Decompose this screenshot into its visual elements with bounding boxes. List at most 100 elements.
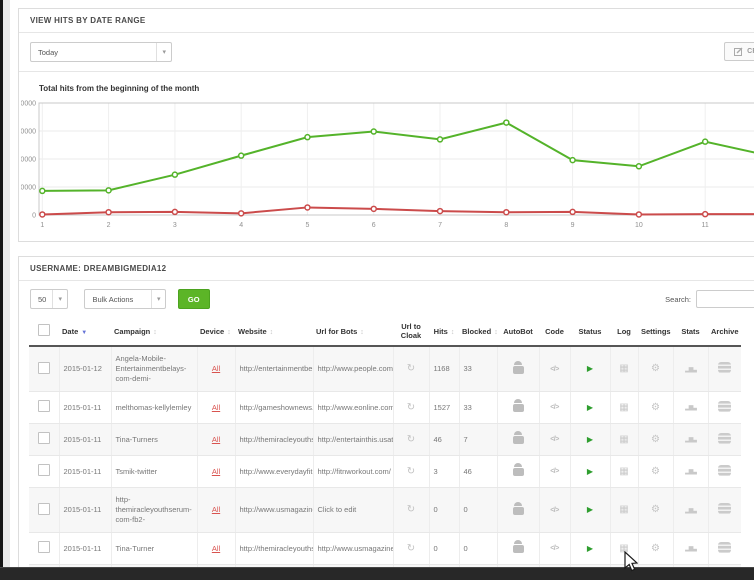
- device-all-link[interactable]: All: [211, 505, 221, 514]
- status-play-icon[interactable]: ▶: [586, 543, 594, 553]
- status-play-icon[interactable]: ▶: [586, 434, 594, 444]
- status-play-icon[interactable]: ▶: [586, 466, 594, 476]
- code-icon[interactable]: </>: [550, 436, 559, 443]
- col-header-url-to-cloak[interactable]: Url to Cloak: [393, 317, 429, 347]
- archive-stack-icon[interactable]: [718, 362, 732, 373]
- row-checkbox[interactable]: [37, 400, 50, 412]
- stats-chart-icon[interactable]: ▂▆▃: [685, 405, 697, 411]
- url-for-bots-cell[interactable]: http://fitnworkout.com/: [312, 455, 393, 488]
- svg-text:50000: 50000: [21, 185, 36, 192]
- select-all-checkbox[interactable]: [38, 324, 50, 336]
- settings-gear-icon[interactable]: ⚙: [651, 433, 660, 445]
- cloak-refresh-icon[interactable]: ↻: [406, 504, 416, 515]
- row-checkbox[interactable]: [37, 541, 50, 553]
- cloak-refresh-icon[interactable]: ↻: [406, 363, 416, 374]
- archive-stack-icon[interactable]: [718, 503, 732, 514]
- code-icon[interactable]: </>: [550, 506, 559, 514]
- go-button[interactable]: GO: [177, 289, 210, 309]
- row-checkbox[interactable]: [37, 361, 50, 374]
- row-checkbox[interactable]: [37, 502, 50, 515]
- svg-text:7: 7: [438, 222, 442, 229]
- website-cell[interactable]: http://www.everydayfitnes...: [234, 455, 313, 488]
- bulk-actions-select[interactable]: Bulk Actions ▾: [84, 289, 167, 309]
- blocked-cell: 33: [458, 391, 497, 424]
- autobot-android-icon[interactable]: [512, 431, 524, 445]
- device-all-link[interactable]: All: [211, 466, 221, 476]
- status-play-icon[interactable]: ▶: [586, 364, 594, 373]
- status-play-icon[interactable]: ▶: [586, 505, 594, 514]
- stats-chart-icon[interactable]: ▂▆▃: [685, 507, 697, 514]
- col-header-campaign[interactable]: Campaign ↕: [111, 317, 197, 347]
- cloak-refresh-icon[interactable]: ↻: [406, 465, 416, 477]
- status-play-icon[interactable]: ▶: [586, 402, 594, 412]
- archive-stack-icon[interactable]: [718, 432, 732, 444]
- settings-gear-icon[interactable]: ⚙: [651, 363, 660, 374]
- code-icon[interactable]: </>: [550, 365, 559, 373]
- cloak-refresh-icon[interactable]: ↻: [406, 542, 416, 554]
- autobot-android-icon[interactable]: [512, 360, 524, 375]
- log-calendar-icon[interactable]: ▦: [619, 542, 629, 554]
- website-cell[interactable]: http://gameshownews.net: [234, 391, 313, 424]
- cloak-refresh-icon[interactable]: ↻: [406, 433, 416, 445]
- settings-gear-icon[interactable]: ⚙: [651, 542, 660, 554]
- device-all-link[interactable]: All: [211, 402, 221, 412]
- log-calendar-icon[interactable]: ▦: [619, 465, 629, 477]
- blocked-cell: 46: [458, 455, 497, 488]
- autobot-android-icon[interactable]: [512, 399, 524, 413]
- campaign-cell: melthomas-kellylemley: [110, 391, 197, 424]
- url-for-bots-cell[interactable]: http://entertainthis.usatod...: [312, 423, 393, 456]
- hits-cell: 3: [428, 455, 459, 488]
- device-all-link[interactable]: All: [211, 434, 221, 444]
- log-calendar-icon[interactable]: ▦: [619, 504, 629, 515]
- url-for-bots-cell[interactable]: http://www.usmagazine.c...: [312, 532, 393, 565]
- device-all-link[interactable]: All: [211, 543, 221, 553]
- stats-chart-icon[interactable]: ▂▆▃: [685, 437, 697, 443]
- code-icon[interactable]: </>: [550, 545, 559, 552]
- log-calendar-icon[interactable]: ▦: [619, 433, 629, 445]
- code-icon[interactable]: </>: [550, 404, 559, 411]
- url-for-bots-cell[interactable]: http://www.eonline.com/n...: [312, 391, 393, 424]
- col-header-hits[interactable]: Hits ↕: [429, 317, 459, 347]
- website-cell[interactable]: http://www.usmagazine.c...: [234, 487, 313, 533]
- search-input[interactable]: [696, 290, 754, 308]
- col-header-website[interactable]: Website ↕: [235, 317, 313, 347]
- archive-stack-icon[interactable]: [718, 400, 732, 412]
- select-all-header: [29, 317, 59, 347]
- col-header-date[interactable]: Date ▼: [59, 317, 111, 347]
- autobot-android-icon[interactable]: [512, 463, 524, 477]
- create-new-campaign-button[interactable]: CREATE NEW CAMPAIGN: [724, 42, 754, 61]
- autobot-android-icon[interactable]: [512, 540, 524, 554]
- log-calendar-icon[interactable]: ▦: [619, 363, 629, 374]
- settings-gear-icon[interactable]: ⚙: [651, 465, 660, 477]
- website-cell[interactable]: http://themiracleyouthser...: [234, 423, 313, 456]
- table-row: 2015-01-12 Angela-Mobile-Entertainmentbe…: [29, 346, 741, 392]
- col-header-autobot: AutoBot: [497, 317, 539, 347]
- col-header-device[interactable]: Device ↕: [197, 317, 235, 347]
- device-all-link[interactable]: All: [211, 364, 221, 373]
- archive-stack-icon[interactable]: [718, 464, 732, 476]
- table-row: 2015-01-11 melthomas-kellylemley All htt…: [29, 391, 741, 424]
- date-range-select[interactable]: Today ▾: [30, 42, 172, 62]
- page-size-select[interactable]: 50 ▾: [30, 289, 68, 309]
- col-header-blocked[interactable]: Blocked ↕: [459, 317, 498, 347]
- url-for-bots-cell[interactable]: http://www.people.com/ar...: [312, 346, 393, 392]
- hits-cell: 1527: [428, 391, 459, 424]
- settings-gear-icon[interactable]: ⚙: [651, 504, 660, 515]
- code-icon[interactable]: </>: [550, 468, 559, 475]
- campaign-cell: Tina-Turner: [110, 532, 197, 565]
- cloak-refresh-icon[interactable]: ↻: [406, 401, 416, 413]
- url-for-bots-cell[interactable]: Click to edit: [312, 487, 393, 533]
- log-calendar-icon[interactable]: ▦: [619, 401, 629, 413]
- autobot-android-icon[interactable]: [512, 501, 524, 516]
- stats-chart-icon[interactable]: ▂▆▃: [685, 469, 697, 475]
- sort-icon: ↕: [269, 328, 274, 336]
- website-cell[interactable]: http://entertainmentbelays...: [234, 346, 313, 392]
- col-header-url-for-bots[interactable]: Url for Bots ↕: [313, 317, 393, 347]
- settings-gear-icon[interactable]: ⚙: [651, 401, 660, 413]
- row-checkbox[interactable]: [37, 432, 50, 444]
- stats-chart-icon[interactable]: ▂▆▃: [685, 546, 697, 552]
- stats-chart-icon[interactable]: ▂▆▃: [685, 366, 697, 373]
- website-cell[interactable]: http://themiracleyouthser...: [234, 532, 313, 565]
- archive-stack-icon[interactable]: [718, 541, 732, 553]
- row-checkbox[interactable]: [37, 464, 50, 476]
